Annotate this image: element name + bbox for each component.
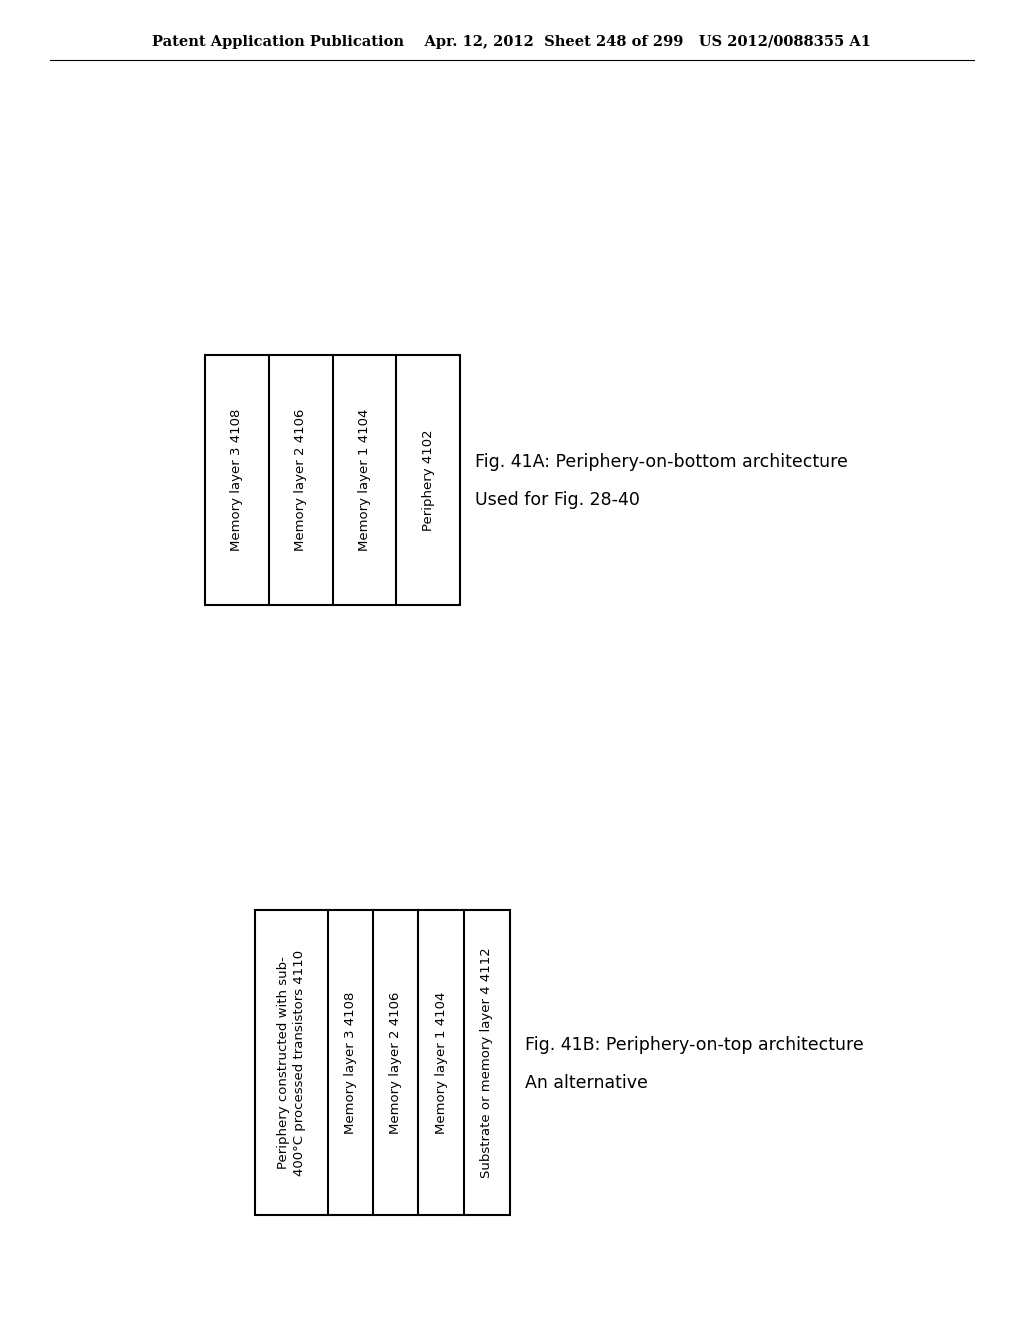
Text: Periphery 4102: Periphery 4102: [422, 429, 434, 531]
Text: Substrate or memory layer 4 4112: Substrate or memory layer 4 4112: [480, 948, 494, 1177]
Text: Fig. 41B: Periphery-on-top architecture: Fig. 41B: Periphery-on-top architecture: [525, 1035, 864, 1053]
Text: Memory layer 3 4108: Memory layer 3 4108: [230, 409, 244, 552]
Text: Fig. 41A: Periphery-on-bottom architecture: Fig. 41A: Periphery-on-bottom architectu…: [475, 453, 848, 471]
Text: Patent Application Publication    Apr. 12, 2012  Sheet 248 of 299   US 2012/0088: Patent Application Publication Apr. 12, …: [153, 36, 871, 49]
Text: Memory layer 1 4104: Memory layer 1 4104: [357, 409, 371, 552]
Text: Periphery constructed with sub-
400°C processed transistors 4110: Periphery constructed with sub- 400°C pr…: [276, 949, 306, 1176]
Text: Memory layer 3 4108: Memory layer 3 4108: [344, 991, 357, 1134]
Bar: [205, 355, 460, 605]
Text: An alternative: An alternative: [525, 1073, 648, 1092]
Text: Memory layer 1 4104: Memory layer 1 4104: [434, 991, 447, 1134]
Text: Memory layer 2 4106: Memory layer 2 4106: [389, 991, 402, 1134]
Bar: [255, 909, 510, 1214]
Text: Memory layer 2 4106: Memory layer 2 4106: [294, 409, 307, 552]
Text: Used for Fig. 28-40: Used for Fig. 28-40: [475, 491, 640, 510]
